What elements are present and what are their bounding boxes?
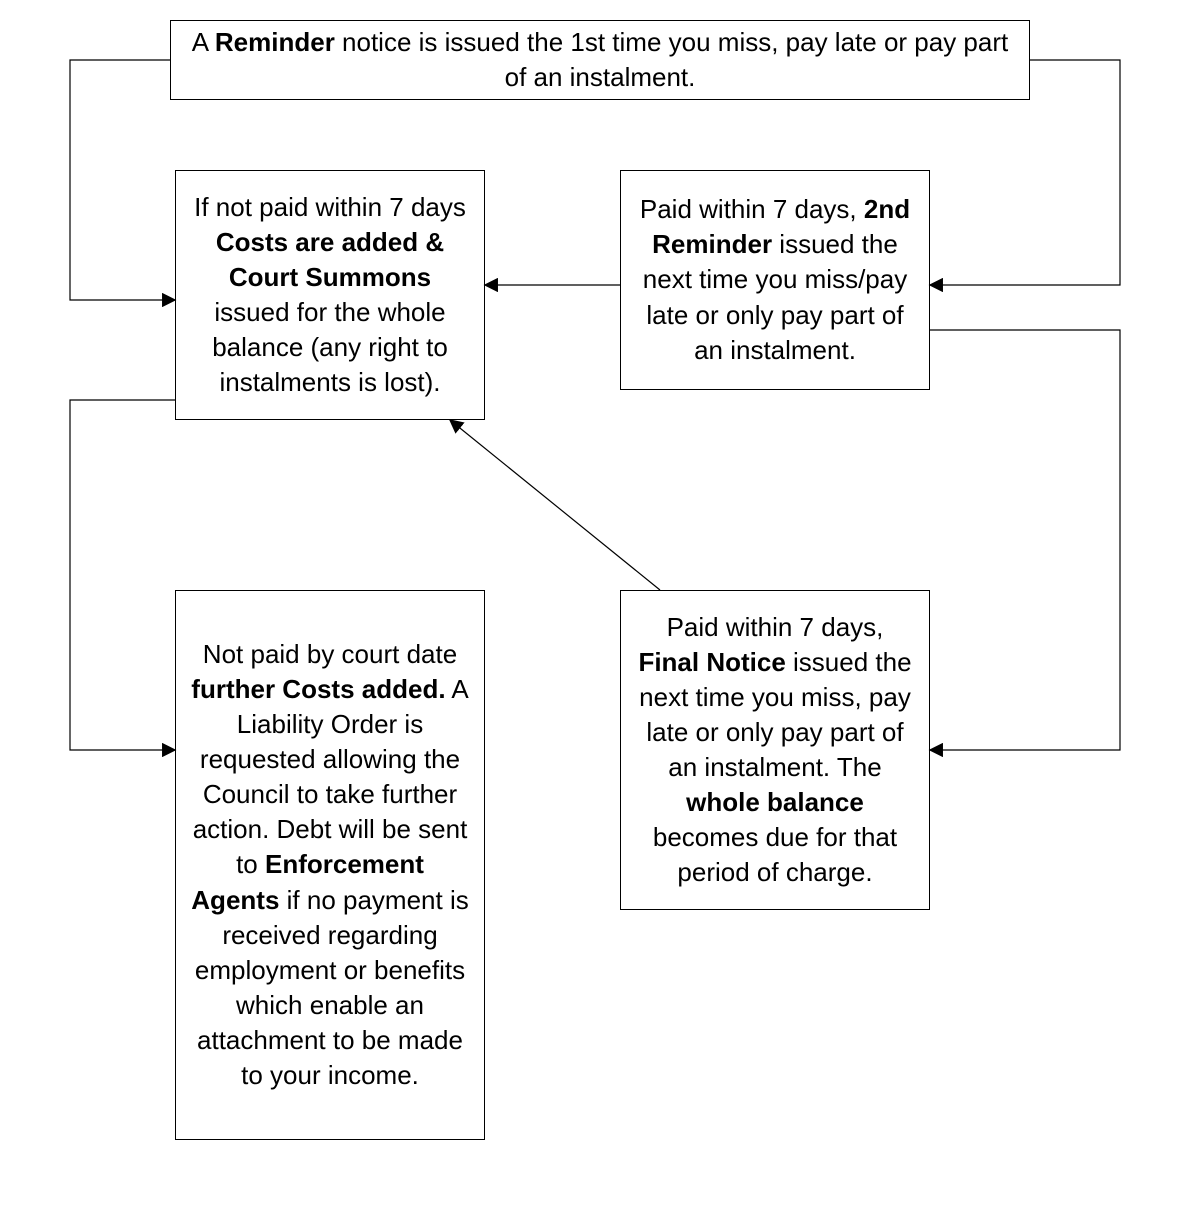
edge-reminder2-to-finalnotice-right (930, 330, 1120, 750)
node-reminder2: Paid within 7 days, 2nd Reminder issued … (620, 170, 930, 390)
edge-finalnotice-to-summons-diagonal (450, 420, 660, 590)
node-reminder-text: A Reminder notice is issued the 1st time… (185, 25, 1015, 95)
flowchart-canvas: A Reminder notice is issued the 1st time… (0, 0, 1200, 1218)
node-final_notice: Paid within 7 days, Final Notice issued … (620, 590, 930, 910)
node-summons: If not paid within 7 days Costs are adde… (175, 170, 485, 420)
edge-summons-to-enforcement-left (70, 400, 175, 750)
node-reminder2-text: Paid within 7 days, 2nd Reminder issued … (635, 192, 915, 367)
node-final_notice-text: Paid within 7 days, Final Notice issued … (635, 610, 915, 891)
node-reminder: A Reminder notice is issued the 1st time… (170, 20, 1030, 100)
node-summons-text: If not paid within 7 days Costs are adde… (190, 190, 470, 401)
edge-reminder-to-summons-left (70, 60, 175, 300)
node-enforcement: Not paid by court date further Costs add… (175, 590, 485, 1140)
node-enforcement-text: Not paid by court date further Costs add… (190, 637, 470, 1093)
